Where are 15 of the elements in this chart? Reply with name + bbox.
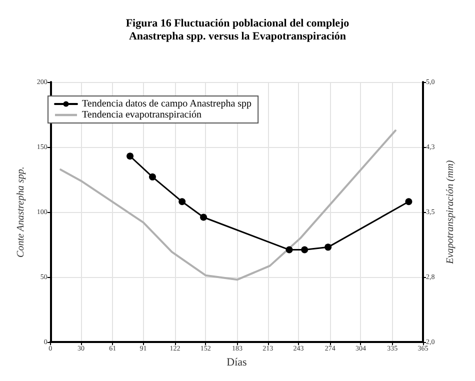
legend-label: Tendencia datos de campo Anastrepha spp [82,98,252,110]
point [200,214,208,221]
y2-axis-title: Evapotranspiración (mm) [445,160,456,265]
line-series [60,130,396,281]
x-axis-title: Días [226,356,247,368]
point [148,173,156,180]
point [301,246,308,254]
chart-title: Figura 16 Fluctuación poblacional del complejo Anastrepha spp. versus la Evapotranspiración [126,18,350,42]
point [178,198,186,206]
point [405,198,412,206]
legend-label: Tendencia evapotranspiración [82,110,202,120]
point [286,246,293,254]
point [126,152,134,160]
point [324,244,332,251]
y-axis-title: Conte Anastrepha spp. [16,166,26,258]
